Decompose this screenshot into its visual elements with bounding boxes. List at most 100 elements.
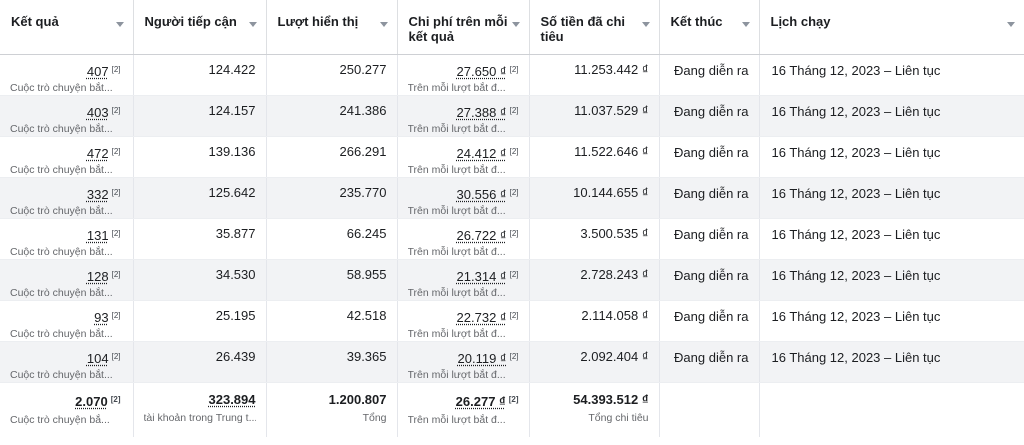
total-schedule-empty [759, 382, 1024, 437]
results-link[interactable]: 332 [86, 187, 109, 202]
sort-caret-icon[interactable] [741, 22, 750, 27]
column-header-amount-spent[interactable]: Số tiền đã chi tiêu [529, 0, 660, 55]
cost-per-result-value: 22.732 ₫ [2] [408, 301, 519, 325]
schedule-value: 16 Tháng 12, 2023 – Liên tục [771, 227, 941, 242]
sort-caret-icon[interactable] [248, 22, 257, 27]
schedule-value: 16 Tháng 12, 2023 – Liên tục [771, 350, 941, 365]
table-row[interactable]: 128 [2] Cuộc trò chuyện bắt... 34.530 58.9… [0, 259, 1024, 301]
reference-marker: [2] [509, 106, 519, 115]
results-type-label: Cuộc trò chuyện bắt... [10, 205, 113, 217]
results-value: 131 [2] [10, 219, 123, 243]
results-value: 407 [2] [10, 55, 123, 79]
results-link[interactable]: 93 [94, 310, 109, 325]
impressions-value: 250.277 [339, 62, 387, 77]
results-type-label: Cuộc trò chuyện bắt... [10, 328, 113, 340]
column-header-schedule[interactable]: Lịch chạy [759, 0, 1024, 55]
table-row[interactable]: 407 [2] Cuộc trò chuyện bắt... 124.422 250… [0, 54, 1024, 96]
reference-marker: [2] [111, 65, 121, 74]
table-header-row: Kết quả Người tiếp cận Lượt hiển thị Chi… [0, 0, 1024, 55]
sort-caret-icon[interactable] [1006, 22, 1015, 27]
reference-marker: [2] [509, 352, 519, 361]
cost-per-result-label: Trên mỗi lượt bắt đ... [407, 328, 506, 340]
results-link[interactable]: 104 [86, 351, 109, 366]
total-results-link[interactable]: 2.070 [75, 394, 108, 409]
total-amount-spent-label: Tổng chi tiêu [588, 412, 649, 424]
cost-per-result-value: 27.650 ₫ [2] [408, 55, 519, 79]
column-header-results[interactable]: Kết quả [0, 0, 134, 55]
column-header-label: Lượt hiển thị [277, 14, 359, 29]
amount-spent-value: 2.114.058 ₫ [581, 308, 649, 323]
table-row[interactable]: 131 [2] Cuộc trò chuyện bắt... 35.877 66.2… [0, 218, 1024, 260]
cost-per-result-label: Trên mỗi lượt bắt đ... [407, 123, 506, 135]
reference-marker: [2] [509, 65, 519, 74]
cost-per-result-value: 26.722 ₫ [2] [408, 219, 519, 243]
reference-marker: [2] [111, 311, 121, 320]
table-row[interactable]: 104 [2] Cuộc trò chuyện bắt... 26.439 39.3… [0, 341, 1024, 383]
results-value: 93 [2] [10, 301, 123, 325]
reach-value: 125.642 [208, 185, 256, 200]
results-link[interactable]: 472 [86, 146, 109, 161]
reference-marker: [2] [509, 229, 519, 238]
results-link[interactable]: 128 [86, 269, 109, 284]
reference-marker: [2] [509, 188, 519, 197]
cost-per-result-link[interactable]: 21.314 ₫ [456, 269, 507, 284]
schedule-value: 16 Tháng 12, 2023 – Liên tục [771, 63, 941, 78]
cost-per-result-link[interactable]: 26.722 ₫ [456, 228, 507, 243]
column-header-impressions[interactable]: Lượt hiển thị [266, 0, 398, 55]
reach-value: 26.439 [215, 349, 256, 364]
table-row[interactable]: 403 [2] Cuộc trò chuyện bắt... 124.157 241… [0, 95, 1024, 137]
total-reach-link[interactable]: 323.894 [208, 392, 256, 407]
cost-per-result-label: Trên mỗi lượt bắt đ... [407, 369, 506, 381]
schedule-value: 16 Tháng 12, 2023 – Liên tục [771, 309, 941, 324]
total-ends-empty [659, 382, 760, 437]
delivery-status: Đang diễn ra [674, 104, 749, 119]
reach-value: 25.195 [215, 308, 256, 323]
amount-spent-value: 2.728.243 ₫ [580, 267, 649, 282]
results-link[interactable]: 407 [86, 64, 109, 79]
results-value: 472 [2] [10, 137, 123, 161]
impressions-value: 266.291 [339, 144, 387, 159]
results-link[interactable]: 403 [86, 105, 109, 120]
delivery-status: Đang diễn ra [674, 227, 749, 242]
cost-per-result-link[interactable]: 24.412 ₫ [456, 146, 507, 161]
schedule-value: 16 Tháng 12, 2023 – Liên tục [771, 268, 941, 283]
table-row[interactable]: 93 [2] Cuộc trò chuyện bắt... 25.195 42.51… [0, 300, 1024, 342]
total-reach-label: tài khoản trong Trung t... [143, 412, 256, 424]
results-type-label: Cuộc trò chuyện bắt... [10, 287, 113, 299]
delivery-status: Đang diễn ra [674, 145, 749, 160]
sort-caret-icon[interactable] [641, 22, 650, 27]
total-results-label: Cuộc trò chuyện bắ... [10, 414, 110, 426]
results-link[interactable]: 131 [86, 228, 109, 243]
results-type-label: Cuộc trò chuyện bắt... [10, 246, 113, 258]
column-header-ends[interactable]: Kết thúc [659, 0, 760, 55]
cost-per-result-link[interactable]: 27.388 ₫ [456, 105, 507, 120]
table-row[interactable]: 472 [2] Cuộc trò chuyện bắt... 139.136 266… [0, 136, 1024, 178]
total-cost-per-result-link[interactable]: 26.277 ₫ [455, 394, 506, 409]
impressions-value: 66.245 [346, 226, 387, 241]
delivery-status: Đang diễn ra [674, 268, 749, 283]
delivery-status: Đang diễn ra [674, 63, 749, 78]
cost-per-result-link[interactable]: 20.119 ₫ [457, 351, 507, 366]
table-row[interactable]: 332 [2] Cuộc trò chuyện bắt... 125.642 235… [0, 177, 1024, 219]
reach-value: 35.877 [215, 226, 256, 241]
sort-caret-icon[interactable] [379, 22, 388, 27]
sort-caret-icon[interactable] [511, 22, 520, 27]
cost-per-result-value: 24.412 ₫ [2] [408, 137, 519, 161]
schedule-value: 16 Tháng 12, 2023 – Liên tục [771, 186, 941, 201]
results-type-label: Cuộc trò chuyện bắt... [10, 82, 113, 94]
cost-per-result-link[interactable]: 30.556 ₫ [456, 187, 507, 202]
column-header-reach[interactable]: Người tiếp cận [133, 0, 267, 55]
total-amount-spent-value: 54.393.512 ₫ [573, 392, 649, 407]
reference-marker: [2] [509, 147, 519, 156]
cost-per-result-link[interactable]: 22.732 ₫ [456, 310, 507, 325]
results-type-label: Cuộc trò chuyện bắt... [10, 164, 113, 176]
results-value: 403 [2] [10, 96, 123, 120]
column-header-label: Kết quả [11, 14, 59, 29]
reference-marker: [2] [110, 395, 121, 404]
column-header-label: Lịch chạy [770, 14, 831, 29]
sort-caret-icon[interactable] [115, 22, 124, 27]
cost-per-result-label: Trên mỗi lượt bắt đ... [407, 205, 506, 217]
column-header-cost-per-result[interactable]: Chi phí trên mỗi kết quả [397, 0, 530, 55]
column-header-label: Số tiền đã chi tiêu [540, 14, 626, 44]
cost-per-result-link[interactable]: 27.650 ₫ [456, 64, 507, 79]
